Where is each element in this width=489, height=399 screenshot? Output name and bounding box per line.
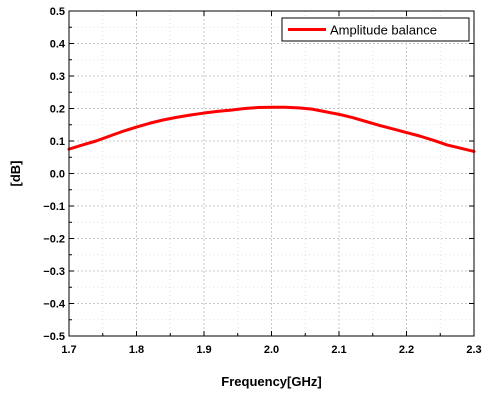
- x-tick-label: 2.1: [331, 344, 346, 356]
- legend-box: [281, 17, 470, 42]
- legend: Amplitude balance: [281, 17, 470, 42]
- x-tick-label: 1.9: [196, 344, 211, 356]
- y-tick-label: 0.2: [50, 104, 65, 116]
- y-tick-label: 0.4: [50, 39, 66, 51]
- y-tick-label: 0.0: [50, 169, 65, 181]
- y-tick-label: −0.2: [43, 234, 65, 246]
- x-tick-label: 2.3: [466, 344, 481, 356]
- y-tick-labels: 0.5 0.4 0.3 0.2 0.1 0.0 −0.1 −0.2 −0.3 −0.4 −0.5: [43, 6, 66, 343]
- legend-label: Amplitude balance: [330, 23, 437, 38]
- series-layer: [67, 105, 476, 153]
- x-tick-label: 1.7: [61, 344, 76, 356]
- x-tick-label: 2.0: [264, 344, 279, 356]
- y-tick-label: −0.5: [43, 331, 65, 343]
- x-axis-title: Frequency[GHz]: [221, 374, 321, 389]
- y-tick-label: −0.1: [43, 201, 65, 213]
- y-tick-label: 0.3: [50, 71, 65, 83]
- y-tick-label: −0.4: [43, 299, 66, 311]
- y-tick-label: −0.3: [43, 266, 65, 278]
- tick-layer: [68, 10, 475, 337]
- x-tick-label: 1.8: [129, 344, 144, 356]
- y-tick-label: 0.5: [50, 6, 65, 18]
- y-axis-title: [dB]: [8, 161, 23, 187]
- y-tick-label: 0.1: [50, 136, 65, 148]
- x-tick-label: 2.2: [399, 344, 414, 356]
- series-line-0: [67, 105, 476, 153]
- x-tick-labels: 1.7 1.8 1.9 2.0 2.1 2.2 2.3: [61, 344, 481, 356]
- grid-layer: [69, 11, 474, 336]
